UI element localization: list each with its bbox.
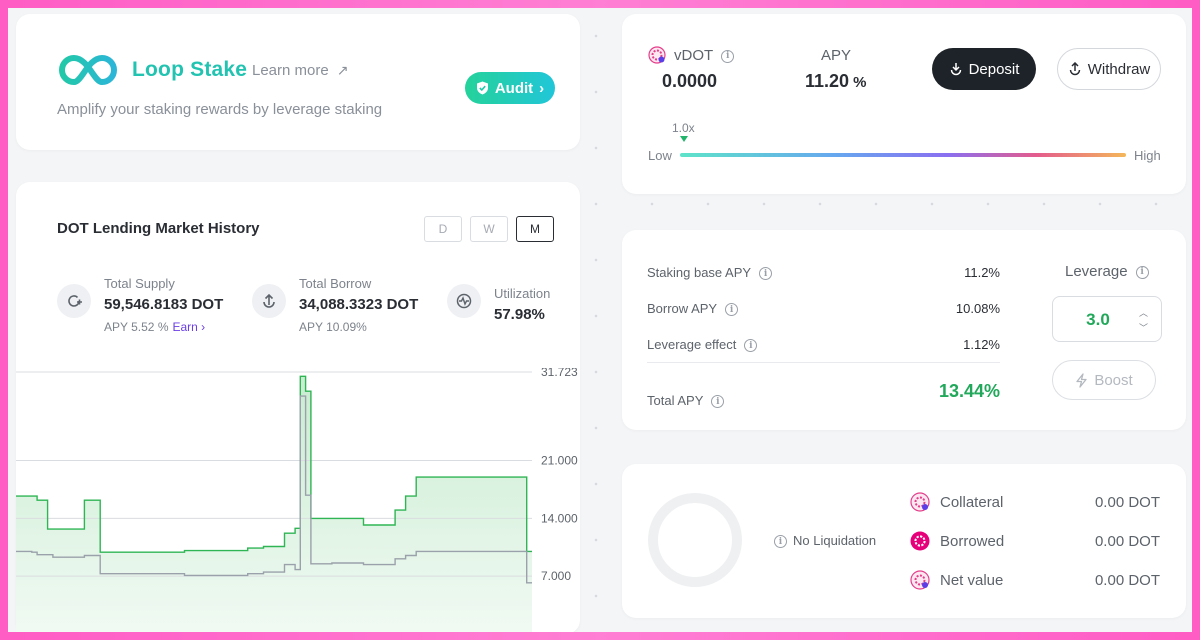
earn-link[interactable]: Earn ›	[172, 320, 206, 334]
supply-apy: APY 5.52 %	[104, 320, 169, 334]
boost-label: Boost	[1094, 371, 1133, 389]
info-icon[interactable]: i	[774, 535, 787, 549]
stat-value: 57.98%	[494, 306, 545, 323]
position-card: i No Liquidation Collateral 0.00 DOT Borr…	[622, 464, 1186, 618]
apy-number: 11.20	[805, 71, 850, 91]
series-line-1	[16, 395, 532, 584]
stat-label: Utilization	[494, 286, 551, 301]
stat-value: 59,546.8183 DOT	[104, 296, 224, 313]
collateral-label: Collateral	[910, 492, 1003, 512]
low-label: Low	[648, 148, 672, 163]
leverage-effect-value: 1.12%	[963, 337, 1000, 352]
chevron-down-icon[interactable]: ﹀	[1139, 323, 1149, 333]
staking-base-apy-value: 11.2%	[964, 265, 1000, 280]
borrow-apy-label: Borrow APY i	[647, 301, 739, 317]
health-ring	[648, 493, 742, 587]
net-value-token-icon	[910, 570, 930, 590]
total-apy-label: Total APY i	[647, 393, 725, 409]
brand-name: Loop Stake	[132, 58, 248, 81]
audit-label: Audit	[494, 79, 534, 97]
stat-label: Total Supply	[104, 276, 175, 291]
leverage-indicator-label: 1.0x	[672, 121, 695, 135]
withdraw-button[interactable]: Withdraw	[1057, 48, 1161, 90]
download-icon	[950, 63, 961, 76]
audit-button[interactable]: Audit ›	[465, 72, 555, 104]
info-icon[interactable]: i	[744, 339, 758, 353]
stat-value: 34,088.3323 DOT	[299, 296, 419, 313]
app-canvas: Loop Stake Learn more ↗ Audit › Amplify y…	[8, 8, 1192, 632]
apy-breakdown-card: Staking base APY i 11.2% Borrow APY i 10.0…	[622, 230, 1186, 430]
shield-check-icon	[476, 81, 488, 95]
risk-gradient-bar	[680, 153, 1126, 157]
learn-more-label: Learn more	[252, 62, 329, 79]
leverage-stepper[interactable]: 3.0 ︿ ﹀	[1052, 296, 1162, 342]
total-apy-value: 13.44%	[938, 381, 1000, 401]
chevron-up-icon[interactable]: ︿	[1139, 308, 1149, 318]
apy-percent-sign: %	[853, 74, 867, 91]
period-month-button[interactable]: M	[516, 216, 554, 242]
borrowed-value: 0.00 DOT	[1094, 533, 1160, 550]
borrow-upload-icon	[252, 284, 286, 318]
stat-label: Total Borrow	[299, 276, 372, 291]
leverage-marker-icon	[680, 136, 688, 142]
period-selector: D W M	[424, 216, 554, 242]
market-history-card: DOT Lending Market History D W M Total S…	[16, 182, 580, 632]
stat-apy: APY 5.52 % Earn ›	[104, 320, 205, 334]
supply-refresh-icon	[57, 284, 91, 318]
collateral-token-icon	[910, 492, 930, 512]
market-history-chart: 31.723 21.000 14.000 7.000	[16, 368, 578, 632]
borrow-apy-value: 10.08%	[955, 301, 1000, 316]
boost-button[interactable]: Boost	[1052, 360, 1156, 400]
no-liquidation-status: i No Liquidation	[774, 533, 876, 549]
period-day-button[interactable]: D	[424, 216, 462, 242]
deposit-button[interactable]: Deposit	[932, 48, 1036, 90]
collateral-value: 0.00 DOT	[1094, 494, 1160, 511]
info-icon[interactable]: i	[759, 267, 773, 281]
info-icon[interactable]: i	[721, 49, 735, 63]
deposit-card: vDOT i 0.0000 APY 11.20% Deposit Withdraw…	[622, 14, 1186, 194]
dot-token-icon	[910, 531, 930, 551]
apy-value: 11.20%	[805, 71, 866, 92]
net-value-value: 0.00 DOT	[1094, 572, 1160, 589]
token-balance: 0.0000	[662, 71, 718, 91]
y-tick-label: 21.000	[541, 454, 578, 468]
net-value-label: Net value	[910, 570, 1003, 590]
info-icon[interactable]: i	[711, 395, 725, 409]
borrow-apy: APY 10.09%	[299, 320, 367, 334]
vdot-token-icon	[648, 46, 666, 64]
y-tick-label: 14.000	[541, 511, 578, 525]
series-line-0	[16, 375, 532, 553]
loop-logo-icon	[59, 54, 117, 86]
tagline: Amplify your staking rewards by leverage…	[57, 101, 383, 118]
info-icon[interactable]: i	[725, 303, 739, 317]
external-arrow-icon: ↗	[336, 62, 349, 78]
info-icon[interactable]: i	[1135, 265, 1149, 279]
leverage-label: Leverage i	[1065, 263, 1149, 280]
token-label: vDOT i	[674, 47, 735, 64]
divider	[647, 362, 1000, 363]
leverage-effect-label: Leverage effect i	[647, 337, 758, 353]
period-week-button[interactable]: W	[470, 216, 508, 242]
pulse-icon	[447, 284, 481, 318]
staking-base-apy-label: Staking base APY i	[647, 265, 773, 281]
y-tick-label: 7.000	[541, 569, 571, 583]
deposit-label: Deposit	[968, 60, 1020, 78]
chevron-right-icon: ›	[539, 79, 545, 97]
lightning-icon	[1076, 372, 1087, 388]
leverage-value: 3.0	[1086, 310, 1110, 329]
header-card: Loop Stake Learn more ↗ Audit › Amplify y…	[16, 14, 580, 150]
upload-icon	[1069, 62, 1080, 76]
learn-more-link[interactable]: Learn more ↗	[252, 62, 348, 79]
withdraw-label: Withdraw	[1087, 60, 1151, 78]
token-name: vDOT	[674, 47, 714, 64]
apy-label: APY	[821, 47, 852, 64]
borrowed-label: Borrowed	[910, 531, 1004, 551]
y-tick-label: 31.723	[541, 368, 578, 379]
chart-title: DOT Lending Market History	[57, 220, 260, 237]
high-label: High	[1134, 148, 1161, 163]
series-area-0	[16, 376, 532, 632]
